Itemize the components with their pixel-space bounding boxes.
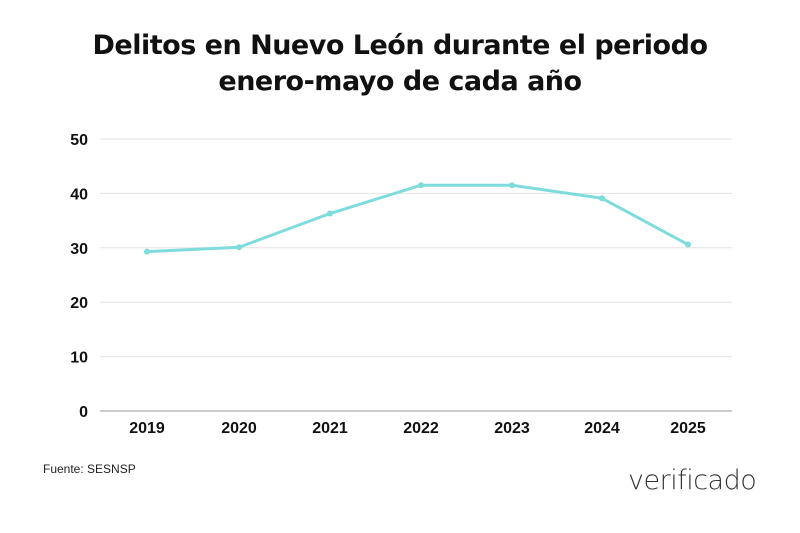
x-tick-label: 2024: [584, 420, 620, 437]
title-line-1: Delitos en Nuevo León durante el periodo: [92, 30, 709, 61]
data-point: [327, 210, 333, 217]
y-tick-label: 20: [70, 295, 88, 312]
x-tick-label: 2019: [129, 420, 165, 437]
y-tick-label: 50: [70, 132, 88, 149]
y-tick-label: 0: [79, 404, 88, 421]
x-tick-label: 2020: [221, 420, 257, 437]
y-tick-label: 40: [70, 186, 88, 203]
data-point: [418, 182, 424, 189]
data-point: [509, 182, 515, 189]
data-point: [599, 195, 605, 202]
logo-text: verificado: [628, 465, 757, 496]
data-point: [685, 241, 691, 248]
x-tick-label: 2021: [312, 420, 348, 437]
x-tick-label: 2022: [403, 420, 439, 437]
x-tick-label: 2023: [494, 420, 530, 437]
series-line: [146, 183, 689, 254]
source-note: Fuente: SESNSP: [43, 462, 136, 476]
chart-title: Delitos en Nuevo León durante el periodo…: [0, 28, 800, 100]
verificado-logo: verificado: [628, 465, 757, 496]
y-tick-label: 10: [70, 350, 88, 367]
title-line-2: enero-mayo de cada año: [218, 66, 582, 97]
x-tick-label: 2025: [670, 420, 706, 437]
data-point: [236, 244, 242, 251]
data-point: [144, 248, 150, 255]
y-tick-label: 30: [70, 241, 88, 258]
